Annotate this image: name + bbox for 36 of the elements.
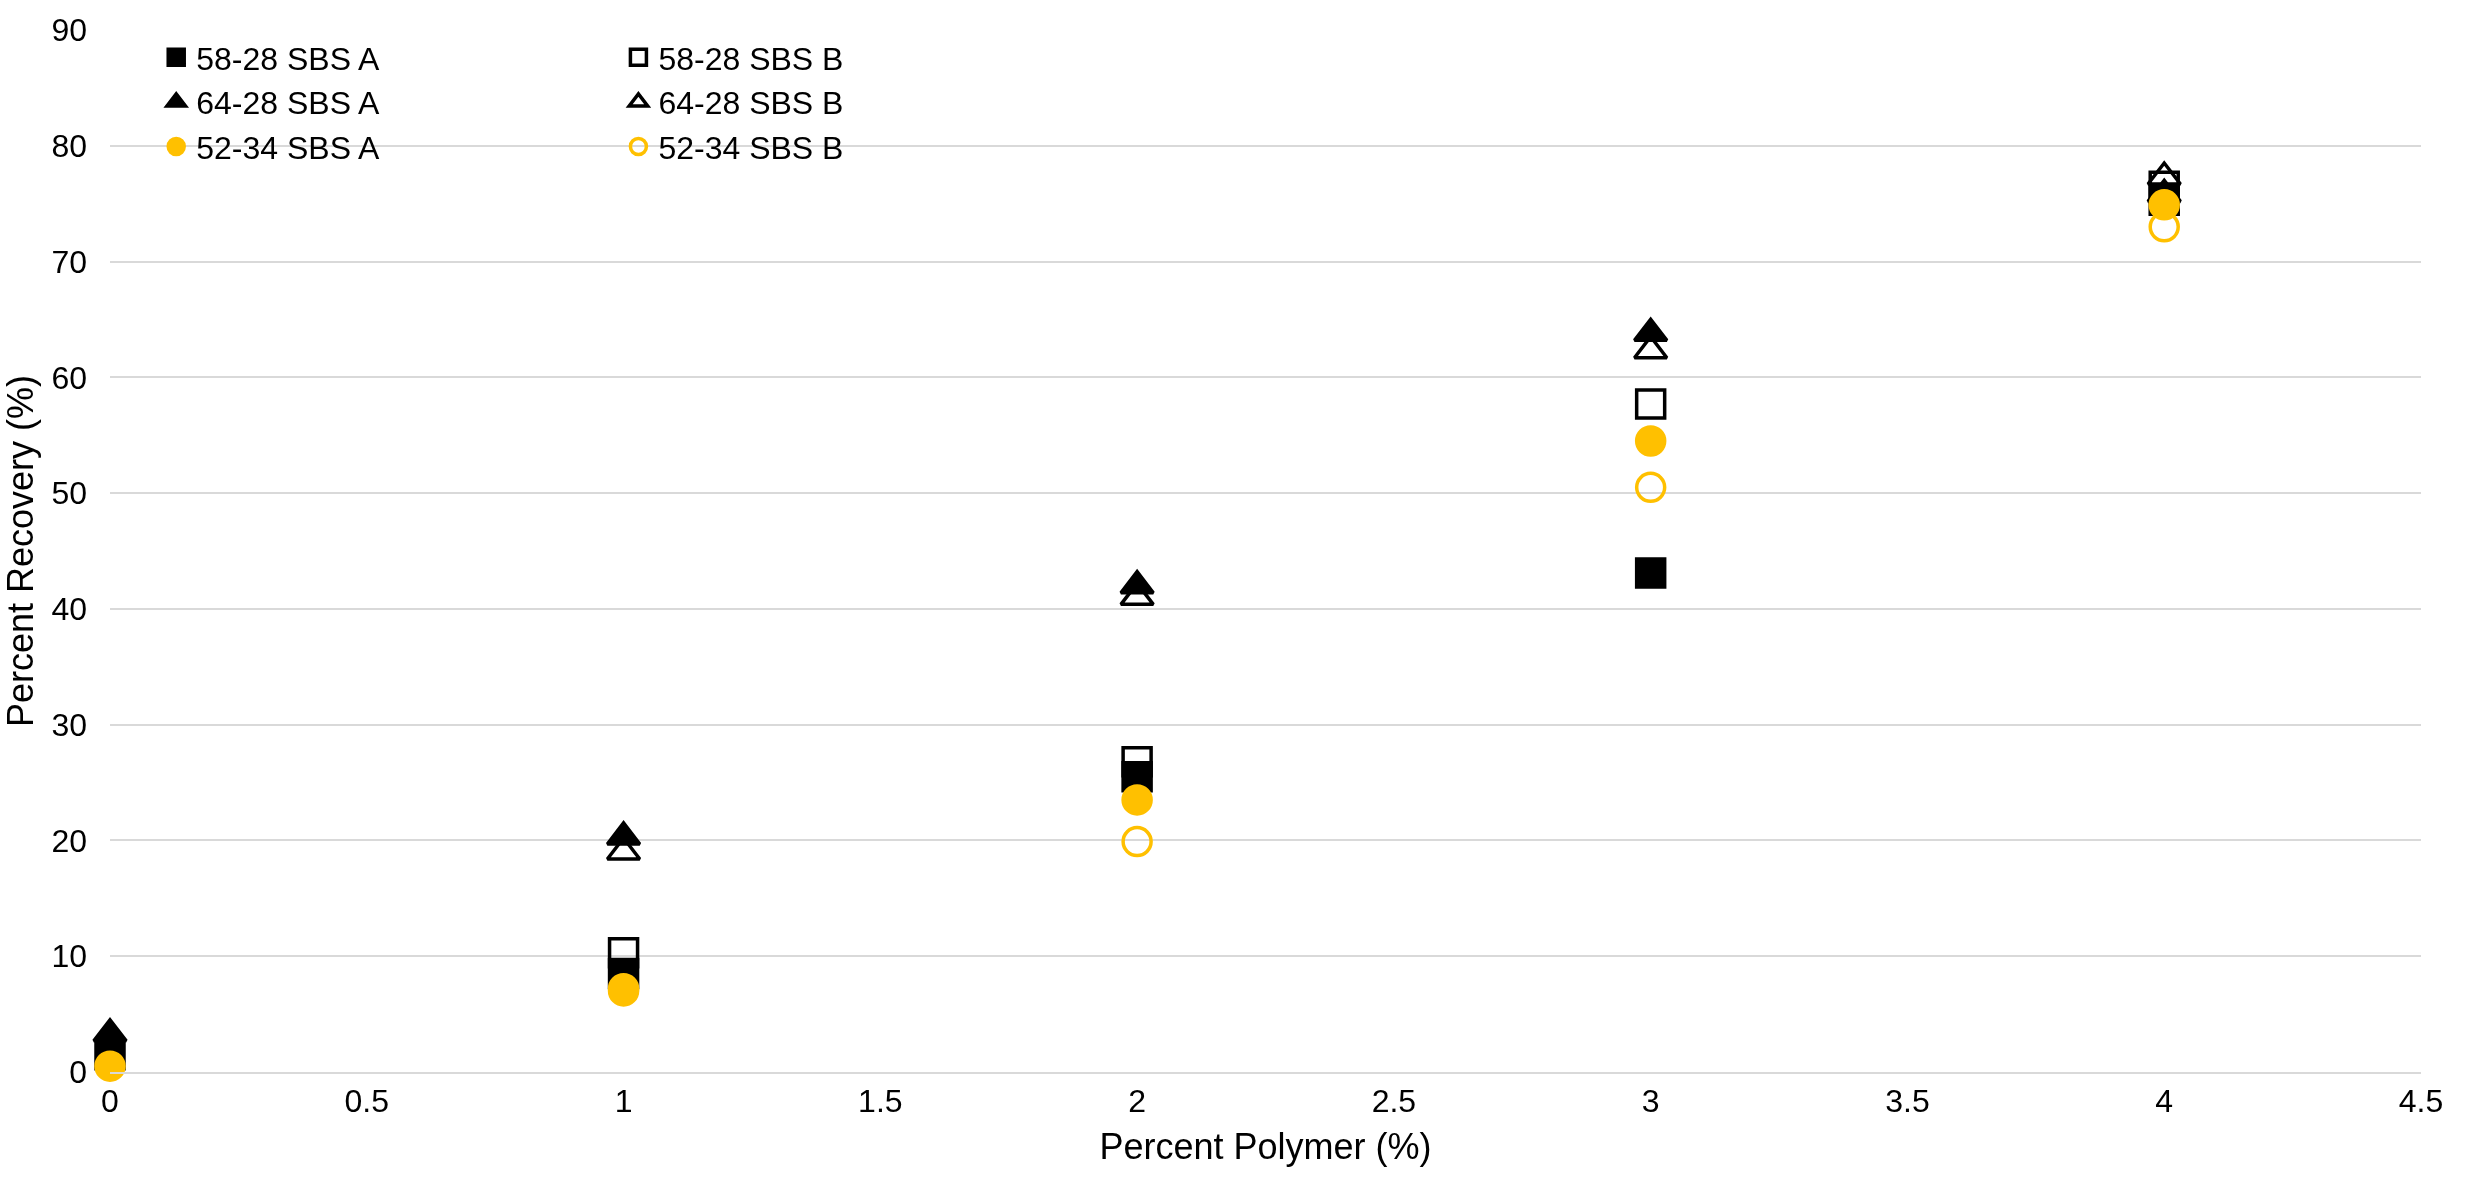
x-tick-label: 1.5 [858, 1083, 903, 1120]
y-tick-label: 30 [51, 706, 87, 743]
y-tick-label: 60 [51, 359, 87, 396]
y-tick-label: 0 [69, 1054, 87, 1091]
legend-label: 58-28 SBS B [658, 40, 844, 77]
y-tick-label: 80 [51, 127, 87, 164]
x-tick-label: 2 [1128, 1083, 1147, 1120]
y-tick-label: 40 [51, 591, 87, 628]
point [607, 937, 640, 969]
x-tick-label: 4.5 [2398, 1083, 2444, 1120]
x-tick-label: 4 [2155, 1083, 2174, 1120]
y-tick-label: 90 [51, 12, 87, 49]
legend-label: 52-34 SBS A [196, 129, 381, 166]
y-axis-title: Percent Recovery (%) [0, 374, 41, 728]
x-tick-label: 2.5 [1371, 1083, 1417, 1120]
x-tick-label: 0.5 [344, 1083, 390, 1120]
point [94, 1050, 126, 1082]
y-tick-label: 50 [51, 475, 87, 512]
legend-label: 58-28 SBS A [196, 40, 381, 77]
point [1634, 388, 1667, 420]
y-tick-label: 10 [51, 938, 87, 975]
y-tick-label: 70 [51, 243, 87, 280]
legend-label: 52-34 SBS B [658, 129, 844, 166]
x-axis-title: Percent Polymer (%) [1099, 1125, 1432, 1167]
y-tick-label: 20 [51, 822, 87, 859]
point [1634, 425, 1667, 457]
point [1634, 557, 1667, 589]
x-tick-label: 0 [101, 1083, 119, 1120]
point [1634, 471, 1667, 504]
legend-label: 64-28 SBS A [196, 85, 381, 122]
x-tick-label: 3 [1641, 1083, 1660, 1120]
legend-label: 64-28 SBS B [658, 85, 844, 122]
point [1121, 784, 1153, 816]
point [1121, 825, 1153, 858]
x-tick-label: 1 [614, 1083, 633, 1120]
x-tick-label: 3.5 [1885, 1083, 1930, 1120]
